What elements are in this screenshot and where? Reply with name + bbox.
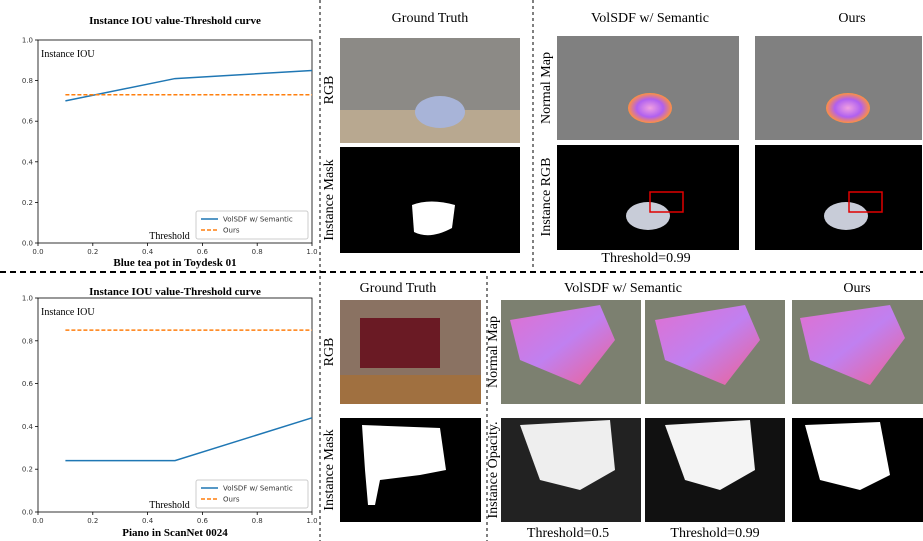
y-tick-label: 0.6 xyxy=(22,118,34,126)
threshold-label: Threshold=0.99 xyxy=(670,526,759,541)
row-label: RGB xyxy=(322,76,337,105)
row-label: RGB xyxy=(322,338,337,367)
row-label: Instance Mask xyxy=(322,429,337,510)
image xyxy=(340,147,520,253)
x-tick-label: 0.2 xyxy=(87,248,98,256)
y-tick-label: 0.2 xyxy=(22,466,33,474)
x-tick-label: 0.4 xyxy=(142,517,154,525)
image-detail xyxy=(360,318,440,368)
y-tick-label: 0.4 xyxy=(22,423,34,431)
panel-title: Ours xyxy=(838,11,865,26)
panel-title: VolSDF w/ Semantic xyxy=(564,281,682,296)
data-line xyxy=(65,70,312,100)
x-axis-label: Threshold xyxy=(149,500,190,511)
panel-title: Ours xyxy=(843,281,870,296)
x-tick-label: 0.4 xyxy=(142,248,154,256)
y-tick-label: 0.4 xyxy=(22,158,34,166)
figure: Ground Truth RGB Instance Mask VolSDF w/… xyxy=(0,0,923,541)
y-tick-label: 0.8 xyxy=(22,77,33,85)
legend-label: Ours xyxy=(223,227,240,235)
image-detail xyxy=(626,202,670,230)
chart-caption: Piano in ScanNet 0024 xyxy=(122,527,228,539)
threshold-label: Threshold=0.5 xyxy=(527,526,609,541)
row-label: Instance RGB xyxy=(539,158,554,237)
legend-label: Ours xyxy=(223,496,240,504)
chart-title: Instance IOU value-Threshold curve xyxy=(89,15,261,27)
data-line xyxy=(65,418,312,461)
legend-label: VolSDF w/ Semantic xyxy=(223,485,293,493)
x-tick-label: 0.6 xyxy=(197,248,209,256)
image xyxy=(755,36,922,140)
y-tick-label: 0.0 xyxy=(22,240,33,248)
x-axis-label: Threshold xyxy=(149,231,190,242)
image xyxy=(755,145,922,250)
image xyxy=(557,145,739,250)
row-label: Normal Map xyxy=(539,52,554,124)
image xyxy=(557,36,739,140)
x-tick-label: 0.0 xyxy=(32,248,43,256)
chart-title: Instance IOU value-Threshold curve xyxy=(89,286,261,298)
threshold-label: Threshold=0.99 xyxy=(601,251,690,266)
image-detail xyxy=(415,96,465,128)
panel-title: VolSDF w/ Semantic xyxy=(591,11,709,26)
image-detail xyxy=(340,375,481,404)
y-tick-label: 1.0 xyxy=(22,37,33,45)
panel-title: Ground Truth xyxy=(360,281,437,296)
y-tick-label: 0.2 xyxy=(22,199,33,207)
legend-label: VolSDF w/ Semantic xyxy=(223,216,293,224)
image-detail xyxy=(628,93,672,123)
x-tick-label: 1.0 xyxy=(306,248,317,256)
row-label: Instance Opacity. xyxy=(486,421,501,518)
panel-title: Ground Truth xyxy=(392,11,469,26)
image-detail xyxy=(826,93,870,123)
y-axis-label: Instance IOU xyxy=(41,307,95,318)
x-tick-label: 0.8 xyxy=(252,248,263,256)
y-axis-label: Instance IOU xyxy=(41,49,95,60)
x-tick-label: 0.8 xyxy=(252,517,263,525)
x-tick-label: 0.6 xyxy=(197,517,209,525)
row-label: Normal Map xyxy=(486,316,501,388)
y-tick-label: 0.6 xyxy=(22,380,34,388)
image-detail xyxy=(824,202,868,230)
chart-caption: Blue tea pot in Toydesk 01 xyxy=(113,257,236,269)
x-tick-label: 0.2 xyxy=(87,517,98,525)
y-tick-label: 0.0 xyxy=(22,509,33,517)
y-tick-label: 0.8 xyxy=(22,337,33,345)
x-tick-label: 0.0 xyxy=(32,517,43,525)
x-tick-label: 1.0 xyxy=(306,517,317,525)
row-label: Instance Mask xyxy=(322,159,337,240)
y-tick-label: 1.0 xyxy=(22,295,33,303)
